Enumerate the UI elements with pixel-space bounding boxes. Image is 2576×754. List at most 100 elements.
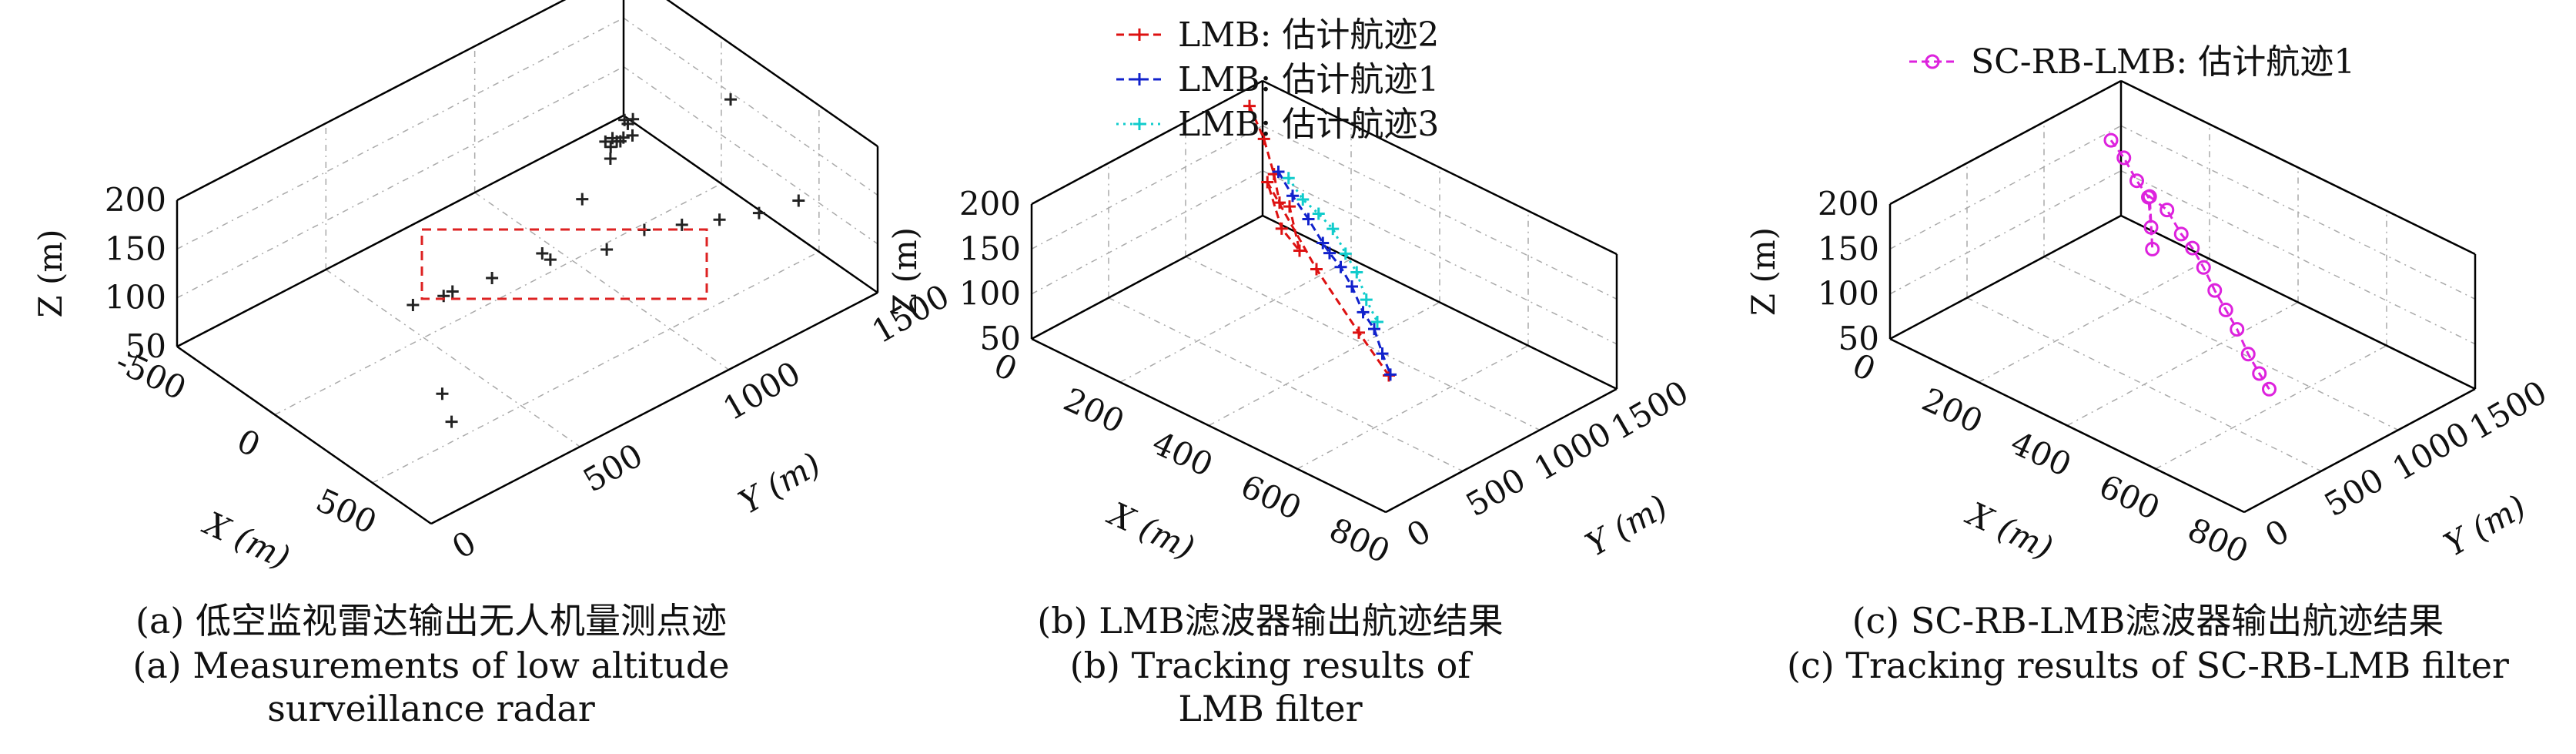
box-edge xyxy=(1889,214,2122,340)
data-point xyxy=(406,299,420,312)
y-tick-label: 1000 xyxy=(2386,414,2476,488)
data-point xyxy=(1312,207,1325,220)
data-point xyxy=(621,117,634,130)
data-point xyxy=(2145,241,2160,256)
data-point xyxy=(601,243,614,256)
data-point xyxy=(1282,172,1295,185)
y-axis-label: Y (m) xyxy=(1579,488,1674,564)
y-axis-line xyxy=(430,291,878,525)
legend-marker xyxy=(1925,54,1940,69)
data-point xyxy=(1350,266,1363,279)
data-point xyxy=(2230,322,2245,337)
y-tick-label: 500 xyxy=(2318,461,2390,524)
y-tick-label: 1000 xyxy=(1527,414,1618,488)
y-tick-label: 1500 xyxy=(2463,374,2553,447)
data-point xyxy=(576,193,589,206)
x-tick-label: 200 xyxy=(1058,380,1129,441)
gridline xyxy=(1031,170,1263,295)
y-axis-line xyxy=(2243,387,2476,514)
z-axis-label: Z (m) xyxy=(886,227,924,316)
data-point xyxy=(1323,246,1336,260)
data-point xyxy=(1316,236,1330,250)
z-tick-label: 50 xyxy=(125,327,166,365)
box-edge xyxy=(1031,79,1263,206)
z-tick-label: 150 xyxy=(1818,230,1879,267)
data-point xyxy=(1296,193,1310,206)
x-tick-label: 600 xyxy=(1235,467,1306,527)
gridline xyxy=(1296,345,1529,470)
y-tick-label: 1500 xyxy=(1604,374,1694,447)
caption-b-zh: (b) LMB滤波器输出航迹结果 xyxy=(1037,600,1504,642)
data-point xyxy=(1302,213,1315,226)
box-edge xyxy=(666,0,878,148)
y-axis-line xyxy=(1385,387,1618,514)
box-edge xyxy=(2120,214,2476,390)
data-point xyxy=(437,290,450,303)
z-tick-label: 150 xyxy=(105,230,166,267)
data-point xyxy=(599,135,612,148)
data-point xyxy=(445,415,458,428)
gridline xyxy=(372,251,820,484)
legend-label: LMB: 估计航迹1 xyxy=(1178,60,1439,99)
x-tick-label: 200 xyxy=(1916,380,1988,441)
z-tick-label: 200 xyxy=(105,181,166,219)
y-tick-label: 0 xyxy=(2259,512,2296,555)
box-edge xyxy=(1889,79,2122,206)
caption-c-en: (c) Tracking results of SC-RB-LMB filter xyxy=(1787,645,2509,686)
series-line xyxy=(1277,171,1392,375)
x-tick-label: 400 xyxy=(1146,424,1218,484)
data-point xyxy=(1326,223,1340,236)
data-point xyxy=(675,218,688,231)
data-point xyxy=(1275,222,1288,235)
data-point xyxy=(536,247,549,260)
gridline xyxy=(1185,256,1541,431)
y-axis-label: Y (m) xyxy=(732,445,827,521)
data-point xyxy=(2173,226,2189,242)
data-point xyxy=(1272,166,1285,179)
z-tick-label: 50 xyxy=(980,320,1021,357)
gridline xyxy=(474,192,730,370)
gridline xyxy=(2043,256,2399,431)
caption-c-zh: (c) SC-RB-LMB滤波器输出航迹结果 xyxy=(1852,600,2444,642)
data-point xyxy=(1243,99,1256,112)
data-point xyxy=(1360,293,1373,307)
legend-label: SC-RB-LMB: 估计航迹1 xyxy=(1971,42,2355,82)
x-tick-label: 800 xyxy=(1323,511,1395,571)
box-edge xyxy=(623,114,878,294)
data-point xyxy=(446,285,459,298)
y-tick-label: 0 xyxy=(446,524,483,567)
data-point xyxy=(2218,302,2233,317)
gridline xyxy=(176,17,624,250)
data-point xyxy=(1353,326,1365,339)
caption-b-en: (b) Tracking results of LMB filter xyxy=(1069,645,1471,729)
z-tick-label: 200 xyxy=(959,185,1021,223)
x-tick-label: 600 xyxy=(2093,467,2165,527)
data-point xyxy=(1293,244,1306,257)
data-point xyxy=(792,194,805,207)
data-point xyxy=(2143,219,2159,235)
gridline xyxy=(1966,297,2322,472)
box-edge xyxy=(1262,214,1618,390)
z-tick-label: 50 xyxy=(1838,320,1879,357)
gridline xyxy=(1889,170,2122,295)
box-edge xyxy=(2120,79,2476,256)
data-point xyxy=(2159,203,2175,218)
data-point xyxy=(2116,150,2132,166)
legend-label: LMB: 估计航迹2 xyxy=(1178,15,1439,55)
data-point xyxy=(1273,196,1286,209)
data-point xyxy=(544,253,557,266)
data-point xyxy=(2142,189,2157,204)
data-point xyxy=(1334,260,1347,273)
gridline xyxy=(2155,345,2387,470)
box-edge xyxy=(176,0,567,202)
x-tick-label: 500 xyxy=(310,481,382,541)
data-point xyxy=(1257,132,1270,146)
data-point xyxy=(1261,176,1274,189)
y-tick-label: 0 xyxy=(1400,512,1437,555)
box-edge xyxy=(176,114,624,348)
data-point xyxy=(1286,189,1299,203)
data-point xyxy=(752,206,765,219)
x-axis-label: X (m) xyxy=(197,504,296,577)
data-point xyxy=(2129,173,2144,189)
